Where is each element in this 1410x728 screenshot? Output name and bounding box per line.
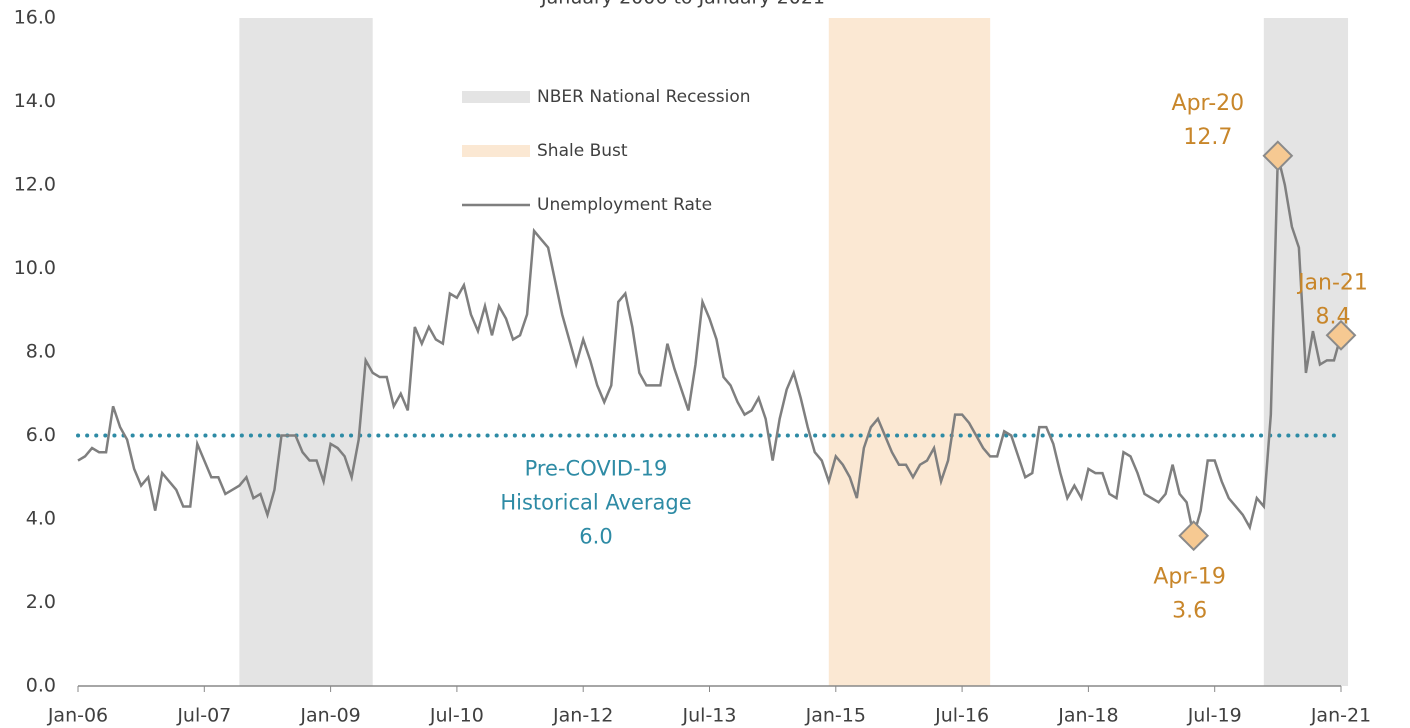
y-tick-label: 16.0 xyxy=(14,7,56,29)
reference-label: Pre-COVID-19 xyxy=(525,457,668,481)
reference-value: 6.0 xyxy=(579,525,612,549)
x-tick-label: Jul-10 xyxy=(429,705,484,727)
x-tick-label: Jul-07 xyxy=(176,705,231,727)
reference-label: Historical Average xyxy=(500,491,691,515)
x-tick-label: Jan-09 xyxy=(299,705,360,727)
y-tick-label: 8.0 xyxy=(26,341,56,363)
annotation-marker xyxy=(1325,319,1357,351)
y-tick-label: 2.0 xyxy=(26,591,56,613)
annotation-marker xyxy=(1178,520,1210,552)
x-tick-label: Jul-13 xyxy=(682,705,737,727)
x-tick-label: Jul-19 xyxy=(1187,705,1242,727)
x-tick-label: Jan-18 xyxy=(1057,705,1118,727)
x-tick-label: Jul-16 xyxy=(934,705,989,727)
line-series xyxy=(77,155,1343,537)
legend-label: Unemployment Rate xyxy=(537,195,712,215)
y-tick-label: 6.0 xyxy=(26,424,56,446)
chart-subtitle: January 2006 to January 2021 xyxy=(540,0,825,9)
x-tick-label: Jan-21 xyxy=(1310,705,1371,727)
legend-swatch xyxy=(462,145,530,157)
annotation-value: 8.4 xyxy=(1316,304,1351,329)
annotation-label: Apr-20 xyxy=(1172,91,1245,116)
y-tick-label: 12.0 xyxy=(14,174,56,196)
shade-band xyxy=(239,18,373,686)
y-tick-label: 4.0 xyxy=(26,508,56,530)
annotation-label: Jan-21 xyxy=(1296,270,1368,295)
x-tick-label: Jan-12 xyxy=(552,705,613,727)
legend-label: Shale Bust xyxy=(537,141,628,161)
annotation-value: 12.7 xyxy=(1183,125,1232,150)
annotation-marker xyxy=(1262,140,1294,172)
legend-swatch xyxy=(462,91,530,103)
legend-label: NBER National Recession xyxy=(537,87,751,107)
x-tick-label: Jan-06 xyxy=(47,705,108,727)
shade-band xyxy=(828,18,991,686)
y-tick-label: 0.0 xyxy=(26,675,56,697)
annotation-label: Apr-19 xyxy=(1153,565,1226,590)
x-tick-label: Jan-15 xyxy=(805,705,866,727)
annotation-value: 3.6 xyxy=(1172,599,1207,624)
y-tick-label: 14.0 xyxy=(14,90,56,112)
y-tick-label: 10.0 xyxy=(14,257,56,279)
